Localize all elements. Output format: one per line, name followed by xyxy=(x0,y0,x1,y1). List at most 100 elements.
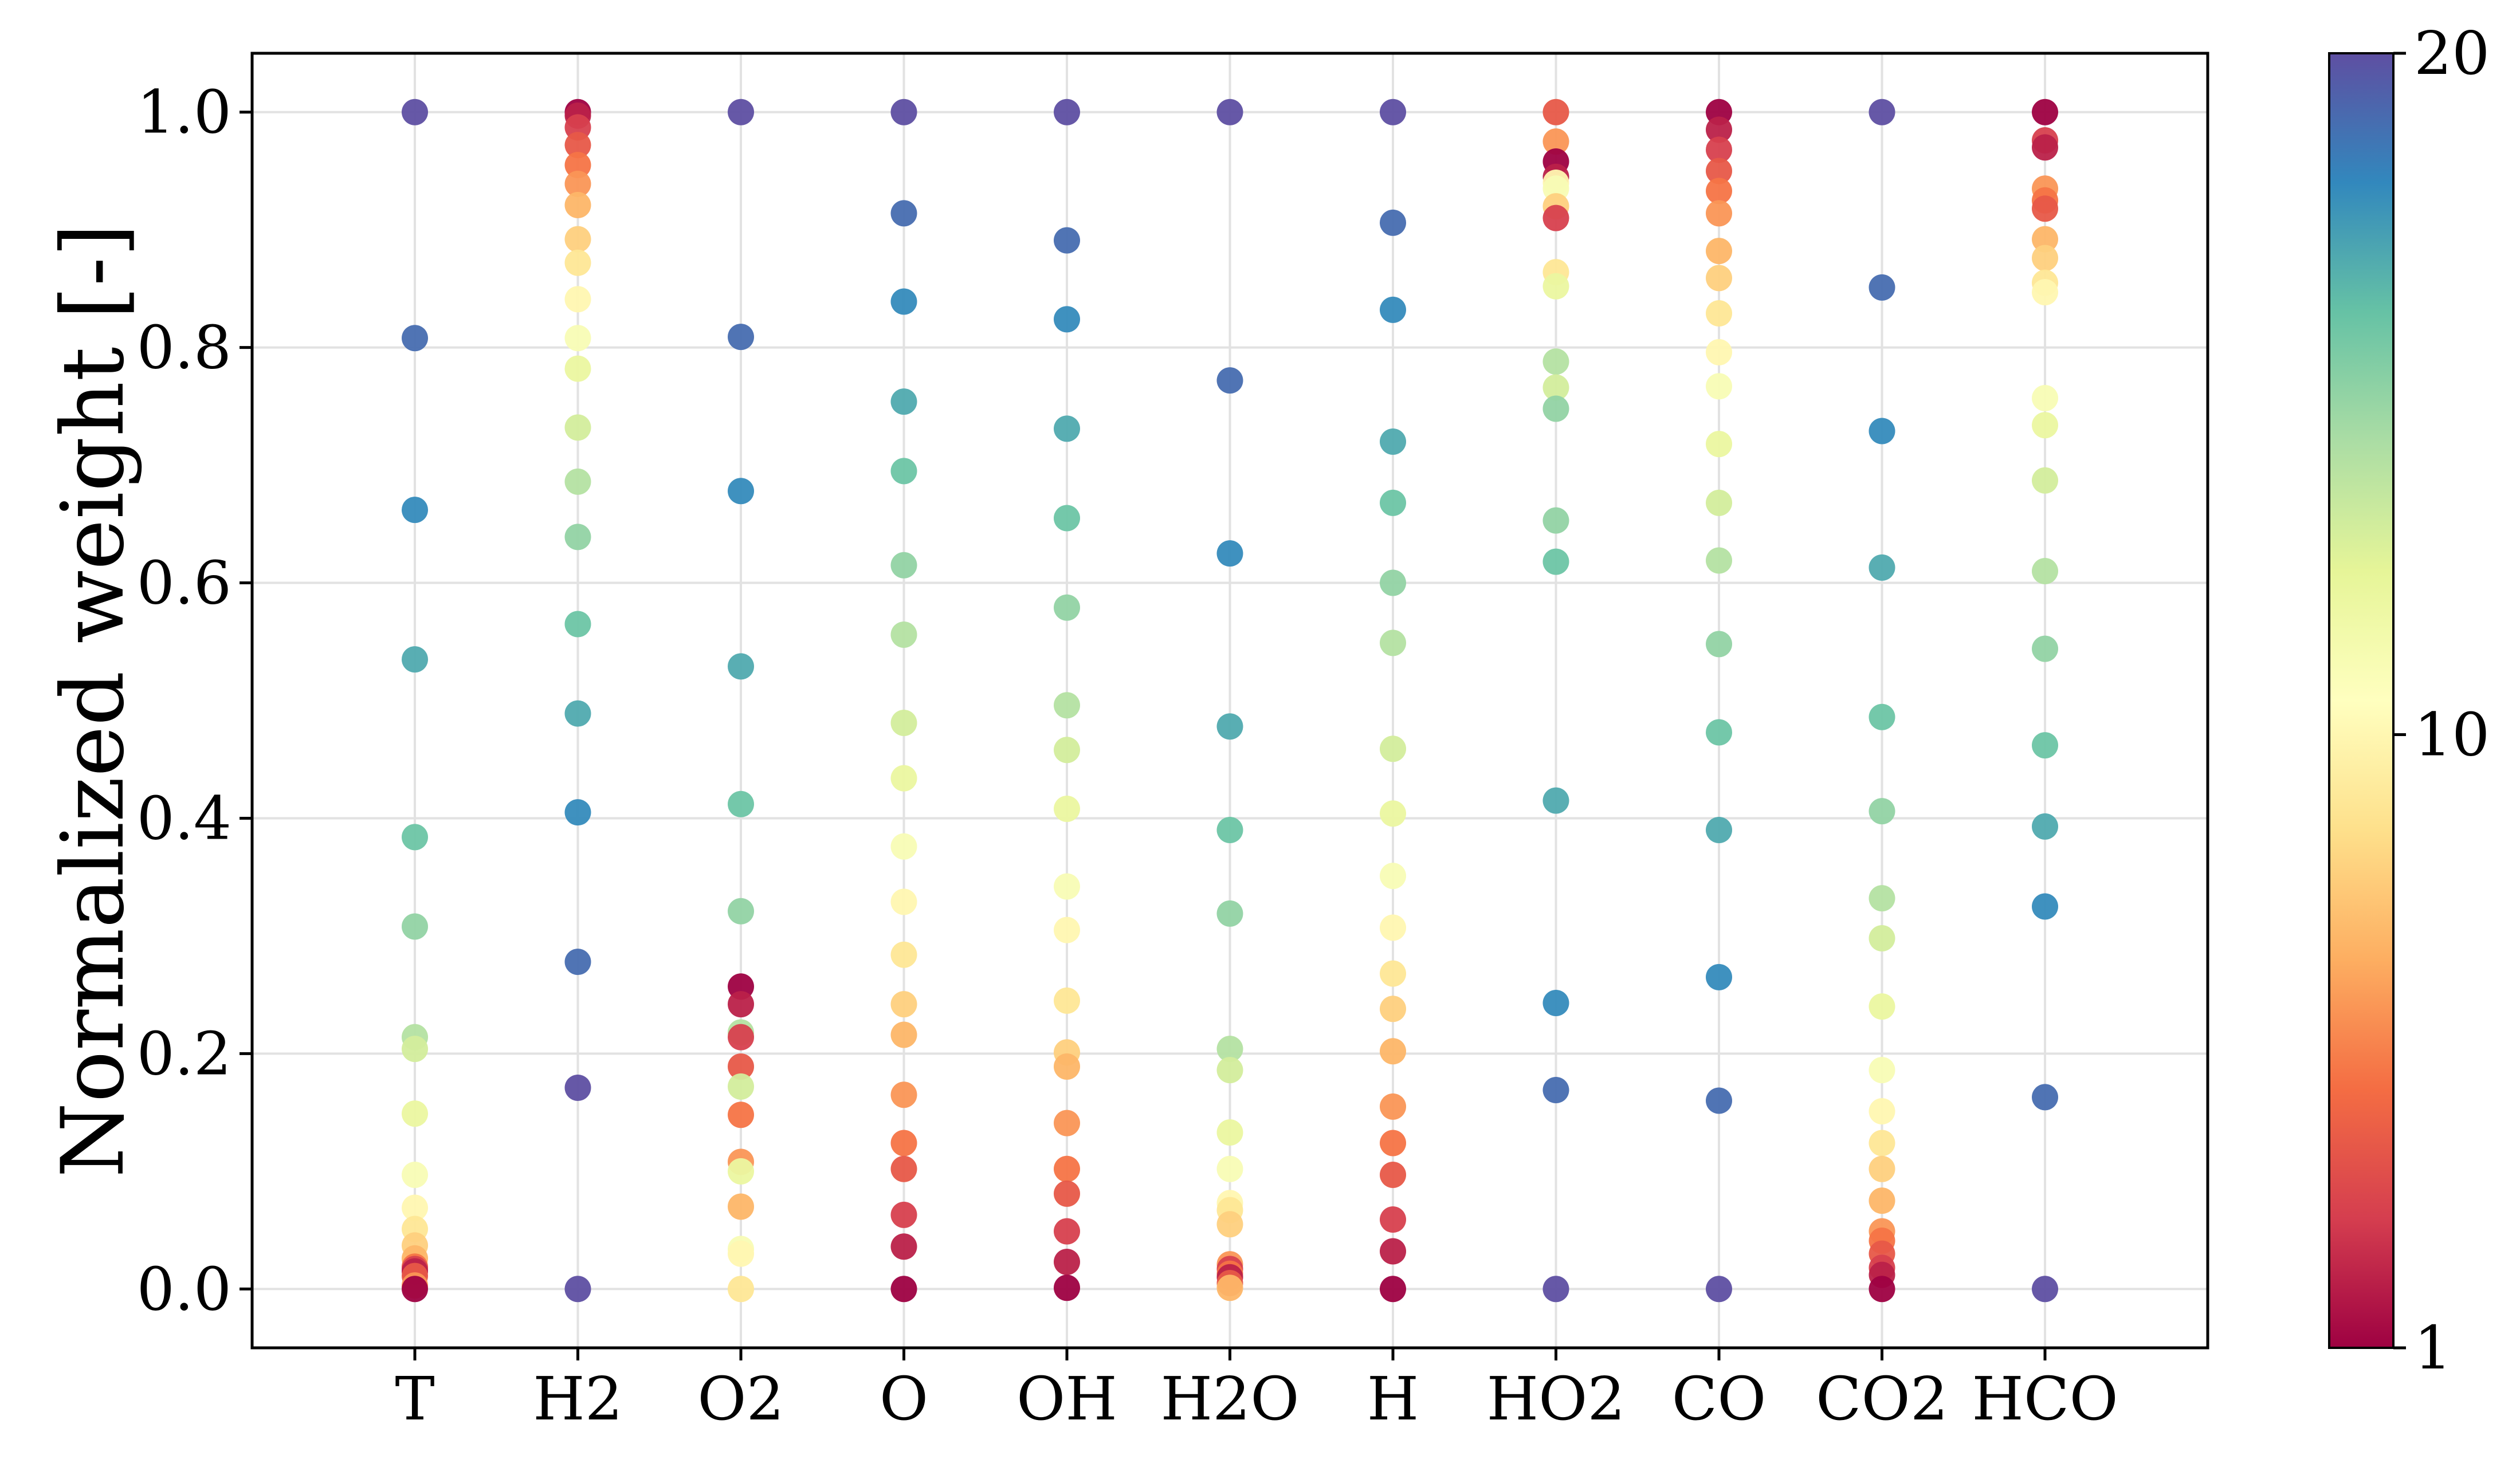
scatter-point xyxy=(1054,1249,1080,1276)
scatter-point xyxy=(1869,1187,1895,1214)
scatter-point xyxy=(2032,279,2058,306)
scatter-point xyxy=(564,524,591,550)
scatter-point xyxy=(890,941,917,968)
scatter-point xyxy=(564,192,591,219)
scatter-point xyxy=(1542,348,1569,375)
y-axis-title: Normalized weight [-] xyxy=(44,223,143,1178)
scatter-point xyxy=(728,324,754,351)
scatter-point xyxy=(1380,996,1406,1022)
scatter-point xyxy=(890,1233,917,1260)
scatter-point xyxy=(564,414,591,441)
x-tick-label: HCO xyxy=(1972,1364,2118,1434)
scatter-point xyxy=(1869,925,1895,952)
scatter-point xyxy=(402,913,428,940)
colorbar-tick-label: 20 xyxy=(2414,18,2490,88)
scatter-point xyxy=(728,1024,754,1051)
scatter-point xyxy=(1706,547,1732,574)
scatter-point xyxy=(890,765,917,792)
scatter-point xyxy=(1380,1161,1406,1188)
scatter-point xyxy=(1869,885,1895,912)
x-tick-label: H xyxy=(1367,1364,1419,1434)
scatter-point xyxy=(728,991,754,1018)
scatter-point xyxy=(1380,569,1406,596)
scatter-point xyxy=(2032,384,2058,411)
scatter-point xyxy=(1542,374,1569,401)
scatter-point xyxy=(2032,1276,2058,1303)
scatter-point xyxy=(1542,548,1569,575)
scatter-point xyxy=(564,949,591,976)
y-tick-label: 0.8 xyxy=(137,313,231,383)
scatter-point xyxy=(564,611,591,638)
scatter-point xyxy=(402,325,428,352)
scatter-point xyxy=(1706,817,1732,843)
scatter-point xyxy=(564,286,591,313)
scatter-point xyxy=(2032,245,2058,272)
scatter-point xyxy=(1542,99,1569,125)
scatter-point xyxy=(1706,238,1732,265)
scatter-point xyxy=(564,355,591,382)
scatter-point xyxy=(1054,1053,1080,1080)
scatter-point xyxy=(1869,554,1895,581)
scatter-point xyxy=(1380,630,1406,656)
scatter-point xyxy=(2032,732,2058,759)
scatter-point xyxy=(1542,273,1569,300)
scatter-point xyxy=(564,468,591,495)
scatter-point xyxy=(890,99,917,125)
scatter-point xyxy=(1380,960,1406,987)
scatter-point xyxy=(890,1021,917,1048)
y-tick-label: 0.6 xyxy=(137,548,231,618)
scatter-point xyxy=(1869,1057,1895,1084)
scatter-point xyxy=(1380,863,1406,890)
scatter-point xyxy=(1054,1275,1080,1301)
scatter-point xyxy=(402,99,428,125)
scatter-point xyxy=(890,552,917,579)
scatter-point xyxy=(1706,1276,1732,1303)
y-tick-label: 1.0 xyxy=(137,77,231,147)
x-tick-label: T xyxy=(395,1364,434,1434)
scatter-point xyxy=(1054,796,1080,823)
scatter-points xyxy=(402,99,2058,1303)
scatter-point xyxy=(564,249,591,276)
scatter-point xyxy=(1869,99,1895,125)
scatter-point xyxy=(1542,507,1569,534)
scatter-point xyxy=(402,1194,428,1221)
scatter-point xyxy=(1706,178,1732,204)
x-axis-ticks: T H2 O2 O OH H2O H HO2 CO CO2 HCO xyxy=(395,1348,2118,1434)
colorbar-ticks: 1 10 20 xyxy=(2393,18,2490,1383)
scatter-point xyxy=(1216,367,1243,394)
scatter-point xyxy=(1706,431,1732,458)
scatter-point xyxy=(1054,1180,1080,1207)
scatter-point xyxy=(890,288,917,315)
scatter-point xyxy=(1380,1276,1406,1303)
scatter-point xyxy=(1380,209,1406,236)
scatter-point xyxy=(890,1081,917,1108)
scatter-point xyxy=(1216,1057,1243,1084)
scatter-point xyxy=(1869,418,1895,445)
colorbar-tick-label: 10 xyxy=(2414,699,2490,769)
colorbar-tick-label: 1 xyxy=(2414,1313,2452,1383)
scatter-point xyxy=(1869,1098,1895,1125)
x-tick-label: HO2 xyxy=(1486,1364,1625,1434)
scatter-point xyxy=(890,621,917,648)
scatter-point xyxy=(1216,1119,1243,1146)
scatter-point xyxy=(564,799,591,826)
scatter-point xyxy=(1706,136,1732,163)
scatter-point xyxy=(890,1276,917,1303)
scatter-point xyxy=(2032,635,2058,662)
scatter-point xyxy=(1054,306,1080,333)
y-tick-label: 0.4 xyxy=(137,783,231,853)
scatter-point xyxy=(890,710,917,737)
y-axis-ticks: 0.0 0.2 0.4 0.6 0.8 1.0 xyxy=(137,77,252,1324)
scatter-point xyxy=(1216,817,1243,843)
scatter-point xyxy=(728,478,754,505)
x-tick-label: O xyxy=(880,1364,928,1434)
scatter-point xyxy=(728,1193,754,1220)
scatter-point xyxy=(564,700,591,727)
scatter-point xyxy=(1706,200,1732,227)
scatter-point xyxy=(1380,914,1406,941)
scatter-point xyxy=(1706,265,1732,292)
scatter-point xyxy=(1054,1218,1080,1245)
scatter-point xyxy=(2032,467,2058,494)
scatter-point xyxy=(1706,339,1732,365)
